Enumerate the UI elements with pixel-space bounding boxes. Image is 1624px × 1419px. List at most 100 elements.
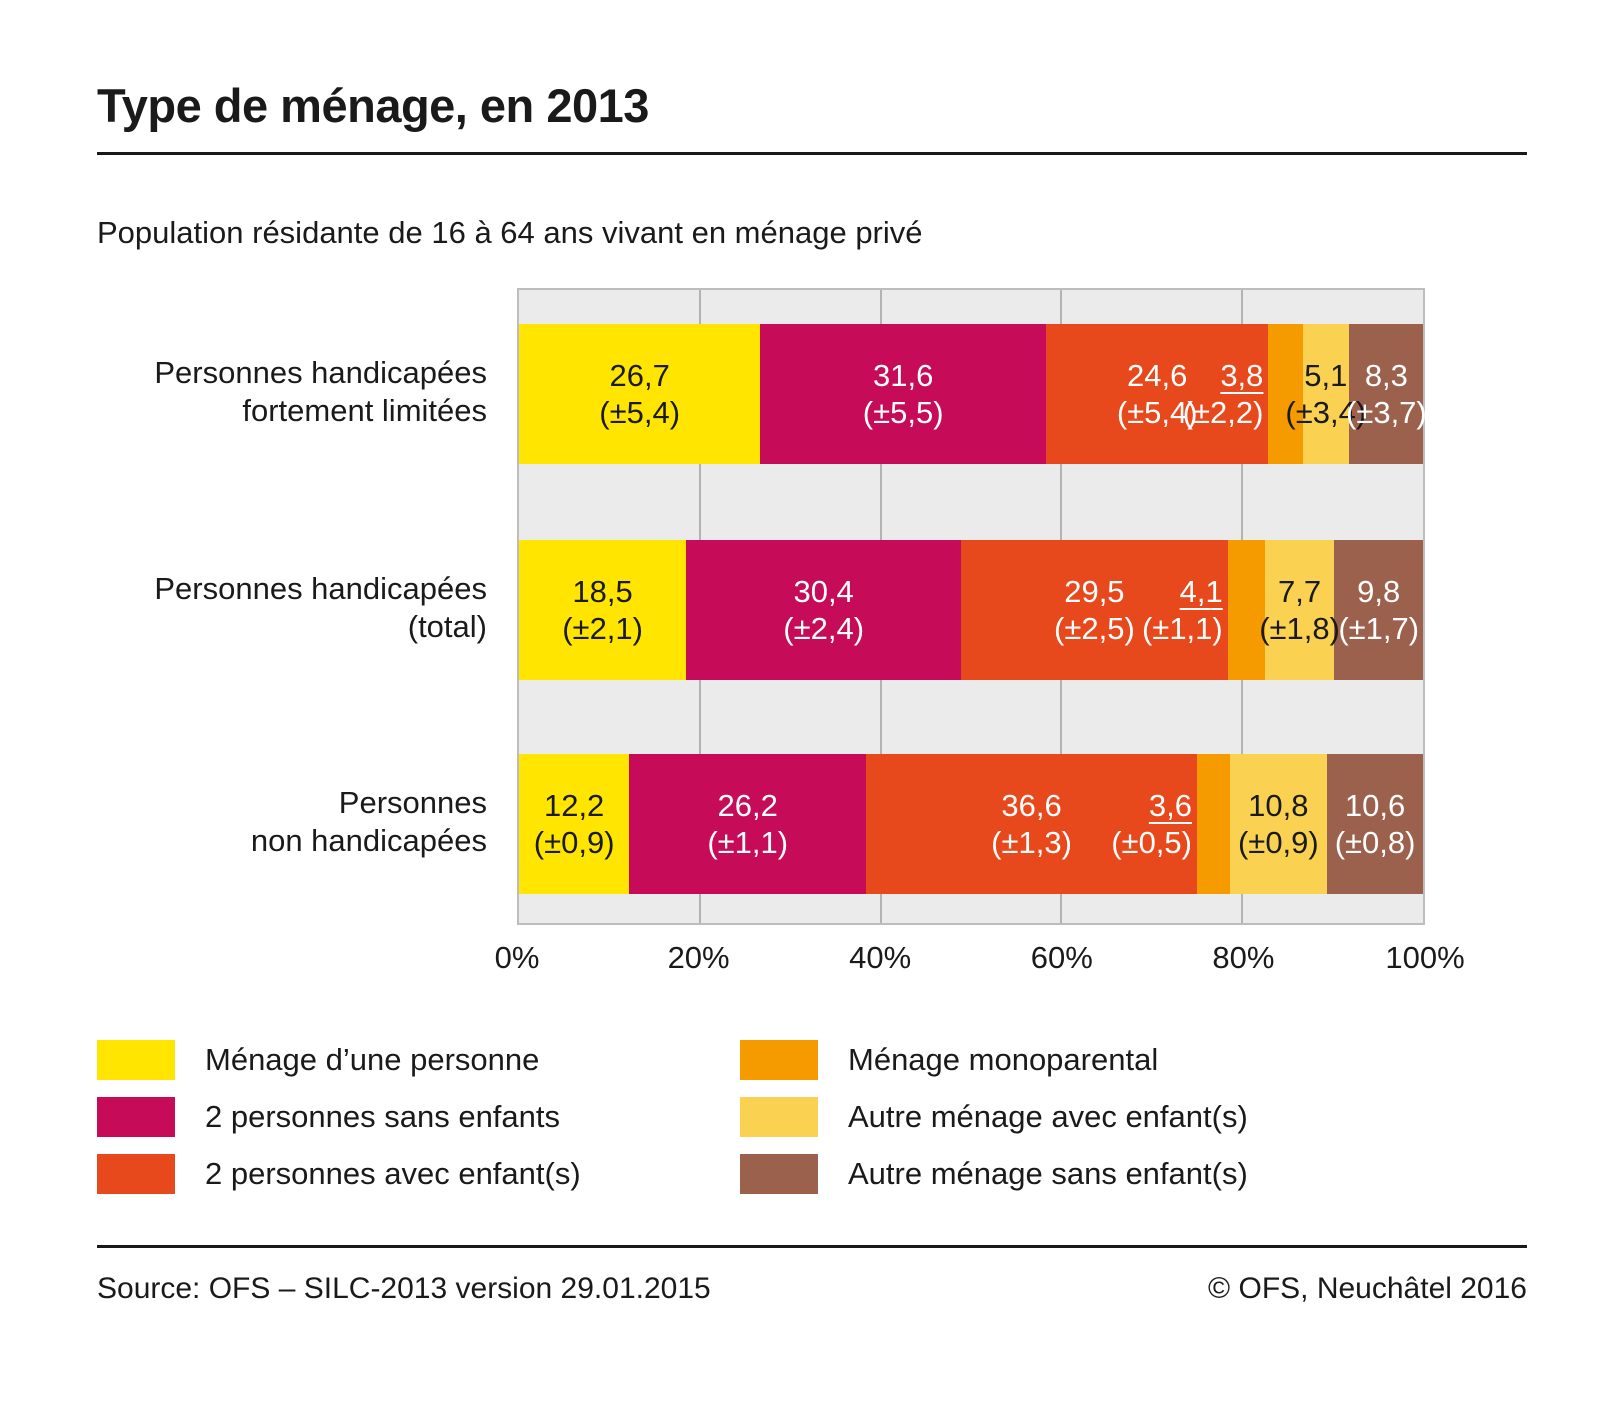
category-label: Personnes handicapées (total) <box>97 570 487 646</box>
segment-moe: (±0,9) <box>1237 825 1319 860</box>
segment-label: 10,8 (±0,9) <box>1238 787 1319 861</box>
segment-moe: (±0,9) <box>533 825 615 860</box>
segment-value: 10,6 <box>1344 788 1406 823</box>
legend-label: Ménage d’une personne <box>205 1042 540 1077</box>
segment-deux-personnes-sans-enfants <box>760 324 1047 464</box>
segment-label: 29,5 (±2,5) <box>1054 573 1135 647</box>
segment-value: 3,6 <box>1148 788 1192 823</box>
segment-value: 3,8 <box>1220 358 1264 393</box>
segment-moe: (±2,4) <box>783 611 865 646</box>
page-title: Type de ménage, en 2013 <box>97 79 649 132</box>
segment-moe: (±5,4) <box>1116 395 1198 430</box>
segment-moe: (±1,1) <box>1141 611 1223 646</box>
segment-value: 30,4 <box>793 574 854 609</box>
legend-item: Autre ménage sans enfant(s) <box>740 1154 1248 1194</box>
title-divider <box>97 152 1527 155</box>
segment-moe: (±5,5) <box>862 395 944 430</box>
legend-item: Ménage monoparental <box>740 1040 1158 1080</box>
segment-autre-menage-sans-enfants <box>1334 540 1423 680</box>
segment-moe: (±2,5) <box>1054 611 1135 646</box>
category-label-line: non handicapées <box>250 823 487 858</box>
category-label-line: Personnes <box>338 785 487 820</box>
segment-moe: (±1,1) <box>707 825 789 860</box>
segment-moe: (±3,7) <box>1345 395 1427 430</box>
segment-label: 26,7 (±5,4) <box>599 357 680 431</box>
segment-value: 5,1 <box>1304 358 1348 393</box>
segment-label: 3,6 (±0,5) <box>1111 787 1192 861</box>
segment-moe: (±0,5) <box>1111 825 1192 860</box>
segment-label: 9,8 (±1,7) <box>1338 573 1419 647</box>
segment-value: 29,5 <box>1064 574 1125 609</box>
segment-value: 8,3 <box>1364 358 1408 393</box>
segment-menage-monoparental <box>1227 540 1265 680</box>
x-tick-label: 0% <box>494 940 540 975</box>
segment-label: 31,6 (±5,5) <box>863 357 944 431</box>
legend-item: Autre ménage avec enfant(s) <box>740 1097 1248 1137</box>
segment-autre-menage-sans-enfants <box>1348 324 1423 464</box>
segment-value: 24,6 <box>1127 358 1188 393</box>
legend-swatch-deux-personnes-sans-enfants <box>97 1097 175 1137</box>
legend-item: 2 personnes avec enfant(s) <box>97 1154 581 1194</box>
segment-autre-menage-avec-enfants <box>1229 754 1328 894</box>
segment-deux-personnes-avec-enfants <box>866 754 1197 894</box>
segment-value: 26,7 <box>609 358 670 393</box>
legend-swatch-autre-menage-avec-enfants <box>740 1097 818 1137</box>
segment-deux-personnes-sans-enfants <box>629 754 867 894</box>
legend-label: 2 personnes sans enfants <box>205 1099 561 1134</box>
segment-value: 31,6 <box>873 358 934 393</box>
segment-menage-une-personne <box>519 754 630 894</box>
chart-subtitle: Population résidante de 16 à 64 ans viva… <box>97 215 923 250</box>
segment-label: 24,6 (±5,4) <box>1117 357 1198 431</box>
segment-moe: (±1,8) <box>1259 611 1340 646</box>
segment-value: 10,8 <box>1248 788 1309 823</box>
category-label-line: fortement limitées <box>242 393 487 428</box>
footer-divider <box>97 1245 1527 1248</box>
bar-row: 18,5 (±2,1) 30,4 (±2,4) 29,5 (±2,5) 4,1 (±1,1) 7… <box>519 540 1423 680</box>
segment-moe: (±5,4) <box>599 395 681 430</box>
category-label: Personnes non handicapées <box>97 784 487 860</box>
segment-moe: (±3,4) <box>1285 395 1367 430</box>
segment-menage-une-personne <box>519 324 761 464</box>
legend-label: 2 personnes avec enfant(s) <box>205 1156 581 1191</box>
plot-area: 26,7 (±5,4) 31,6 (±5,5) 24,6 (±5,4) 3,8 (±2,2) 5… <box>517 288 1427 925</box>
x-tick-label: 20% <box>667 940 730 975</box>
legend-swatch-deux-personnes-avec-enfants <box>97 1154 175 1194</box>
legend-label: Ménage monoparental <box>848 1042 1159 1077</box>
segment-deux-personnes-sans-enfants <box>686 540 962 680</box>
category-label: Personnes handicapées fortement limitées <box>97 354 487 430</box>
legend-swatch-menage-monoparental <box>740 1040 818 1080</box>
legend-swatch-autre-menage-sans-enfants <box>740 1154 818 1194</box>
segment-value: 7,7 <box>1278 574 1322 609</box>
category-label-line: (total) <box>407 609 487 644</box>
segment-menage-monoparental <box>1268 324 1303 464</box>
segment-label: 3,8 (±2,2) <box>1183 357 1264 431</box>
segment-label: 12,2 (±0,9) <box>534 787 615 861</box>
segment-label: 10,6 (±0,8) <box>1335 787 1416 861</box>
segment-label: 18,5 (±2,1) <box>562 573 643 647</box>
segment-deux-personnes-avec-enfants <box>1046 324 1269 464</box>
segment-moe: (±1,7) <box>1338 611 1420 646</box>
segment-moe: (±1,3) <box>991 825 1072 860</box>
x-tick-label: 100% <box>1385 940 1465 975</box>
segment-label: 36,6 (±1,3) <box>991 787 1072 861</box>
legend-item: Ménage d’une personne <box>97 1040 539 1080</box>
segment-label: 8,3 (±3,7) <box>1346 357 1427 431</box>
segment-menage-une-personne <box>519 540 687 680</box>
bar-row: 12,2 (±0,9) 26,2 (±1,1) 36,6 (±1,3) 3,6 (±0,5) 1… <box>519 754 1423 894</box>
legend: Ménage d’une personne 2 personnes sans en… <box>97 1040 1527 1210</box>
segment-label: 26,2 (±1,1) <box>707 787 788 861</box>
category-label-line: Personnes handicapées <box>154 355 487 390</box>
copyright-note: © OFS, Neuchâtel 2016 <box>1208 1272 1527 1305</box>
segment-moe: (±0,8) <box>1334 825 1416 860</box>
segment-value: 36,6 <box>1001 788 1062 823</box>
x-tick-label: 40% <box>849 940 912 975</box>
legend-item: 2 personnes sans enfants <box>97 1097 560 1137</box>
source-note: Source: OFS – SILC-2013 version 29.01.20… <box>97 1272 711 1305</box>
segment-value: 4,1 <box>1179 574 1223 609</box>
legend-label: Autre ménage sans enfant(s) <box>848 1156 1248 1191</box>
segment-menage-monoparental <box>1197 754 1230 894</box>
segment-value: 18,5 <box>572 574 633 609</box>
legend-label: Autre ménage avec enfant(s) <box>848 1099 1248 1134</box>
segment-label: 30,4 (±2,4) <box>783 573 864 647</box>
segment-label: 7,7 (±1,8) <box>1259 573 1340 647</box>
